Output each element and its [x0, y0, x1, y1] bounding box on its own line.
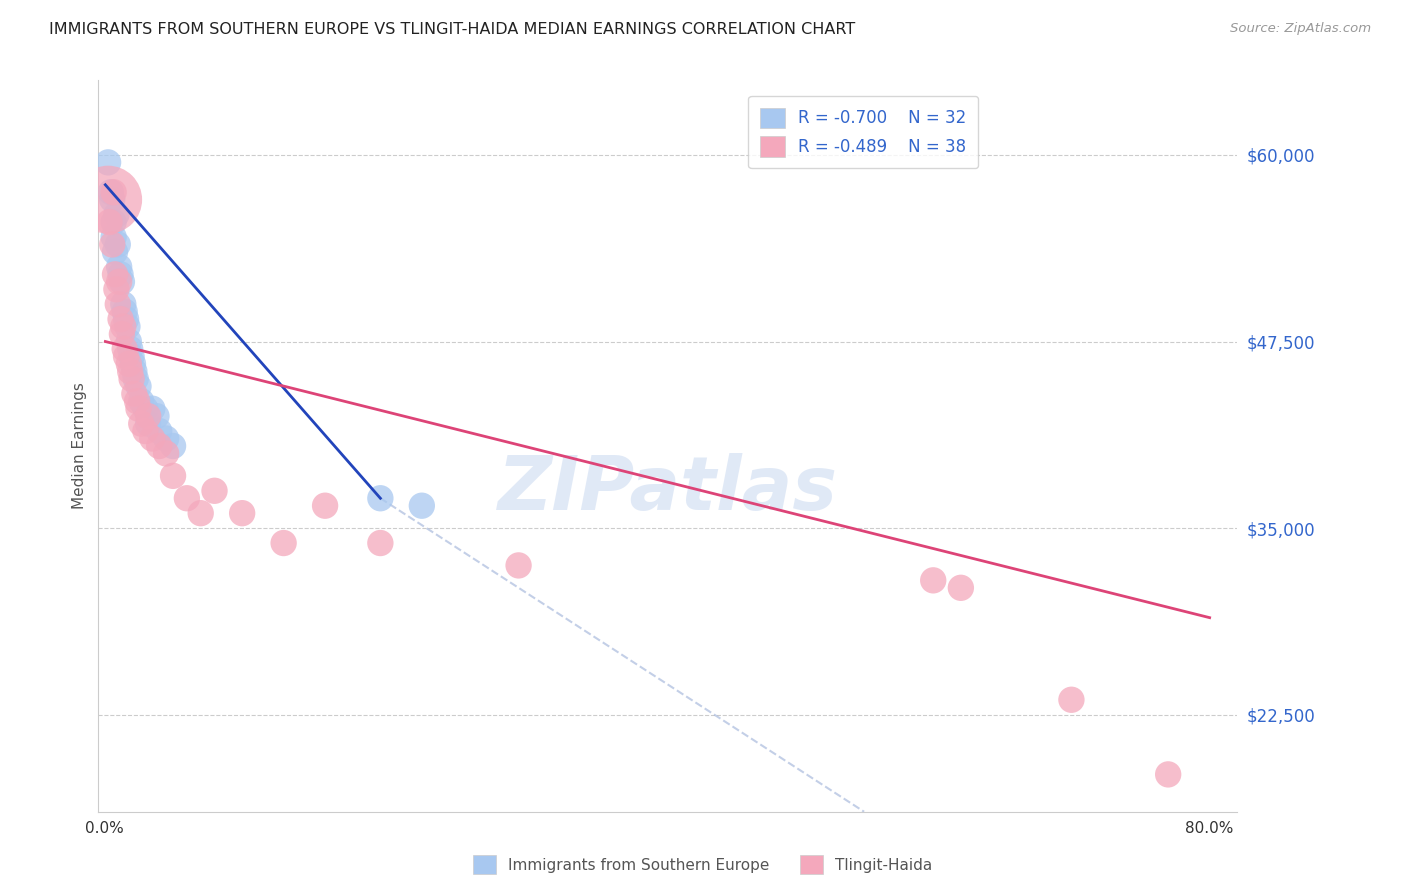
- Point: [134, 401, 156, 416]
- Point: [100, 186, 122, 200]
- Point: [370, 536, 392, 550]
- Point: [411, 499, 433, 513]
- Point: [128, 379, 150, 393]
- Point: [124, 386, 146, 401]
- Point: [1060, 692, 1083, 706]
- Point: [508, 558, 530, 573]
- Point: [145, 409, 167, 424]
- Point: [162, 468, 184, 483]
- Point: [104, 268, 127, 282]
- Point: [155, 446, 177, 460]
- Point: [115, 350, 138, 364]
- Point: [129, 394, 152, 409]
- Point: [949, 581, 972, 595]
- Point: [111, 275, 134, 289]
- Point: [136, 409, 159, 424]
- Legend: Immigrants from Southern Europe, Tlingit-Haida: Immigrants from Southern Europe, Tlingit…: [467, 849, 939, 880]
- Point: [117, 319, 139, 334]
- Point: [176, 491, 198, 506]
- Point: [103, 186, 125, 200]
- Point: [104, 244, 127, 259]
- Point: [1157, 767, 1180, 781]
- Point: [114, 304, 136, 318]
- Point: [141, 432, 163, 446]
- Point: [103, 230, 125, 244]
- Point: [273, 536, 295, 550]
- Point: [118, 334, 141, 349]
- Point: [105, 208, 128, 222]
- Point: [134, 424, 156, 438]
- Point: [120, 364, 142, 378]
- Point: [108, 260, 131, 274]
- Point: [114, 342, 136, 356]
- Point: [155, 432, 177, 446]
- Point: [231, 506, 253, 520]
- Point: [120, 342, 142, 356]
- Point: [314, 499, 336, 513]
- Point: [97, 193, 120, 207]
- Point: [101, 193, 124, 207]
- Point: [98, 215, 121, 229]
- Point: [101, 237, 124, 252]
- Point: [110, 312, 132, 326]
- Text: Source: ZipAtlas.com: Source: ZipAtlas.com: [1230, 22, 1371, 36]
- Point: [107, 297, 129, 311]
- Point: [370, 491, 392, 506]
- Point: [148, 424, 170, 438]
- Point: [922, 574, 945, 588]
- Point: [108, 275, 131, 289]
- Point: [97, 155, 120, 169]
- Point: [121, 350, 143, 364]
- Point: [107, 237, 129, 252]
- Point: [136, 417, 159, 431]
- Point: [162, 439, 184, 453]
- Point: [112, 297, 135, 311]
- Point: [103, 215, 125, 229]
- Point: [124, 364, 146, 378]
- Point: [204, 483, 226, 498]
- Point: [148, 439, 170, 453]
- Legend: R = -0.700    N = 32, R = -0.489    N = 38: R = -0.700 N = 32, R = -0.489 N = 38: [748, 96, 979, 169]
- Text: ZIPatlas: ZIPatlas: [498, 453, 838, 526]
- Point: [118, 357, 141, 371]
- Text: IMMIGRANTS FROM SOUTHERN EUROPE VS TLINGIT-HAIDA MEDIAN EARNINGS CORRELATION CHA: IMMIGRANTS FROM SOUTHERN EUROPE VS TLING…: [49, 22, 855, 37]
- Point: [129, 417, 152, 431]
- Point: [141, 401, 163, 416]
- Point: [110, 268, 132, 282]
- Point: [127, 394, 149, 409]
- Point: [125, 372, 148, 386]
- Point: [128, 401, 150, 416]
- Point: [105, 282, 128, 296]
- Y-axis label: Median Earnings: Median Earnings: [72, 383, 87, 509]
- Point: [122, 357, 145, 371]
- Point: [115, 312, 138, 326]
- Point: [190, 506, 212, 520]
- Point: [112, 319, 135, 334]
- Point: [121, 372, 143, 386]
- Point: [111, 326, 134, 341]
